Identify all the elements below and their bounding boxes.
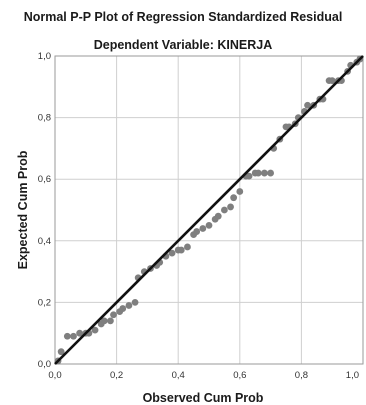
y-tick-label: 0,6: [38, 174, 51, 185]
x-tick-label: 0,6: [233, 370, 246, 381]
data-point: [119, 305, 127, 312]
x-tick-label: 1,0: [346, 370, 359, 381]
x-tick-label: 0,2: [110, 370, 123, 381]
data-point: [254, 169, 262, 177]
tick-labels: 0,0 0,2 0,4 0,6 0,8 1,0 0,0 0,2 0,4 0,6 0,8 1,0: [38, 51, 359, 381]
data-point: [131, 299, 139, 306]
y-tick-label: 0,0: [38, 359, 51, 370]
x-tick-label: 0,8: [295, 370, 308, 381]
data-point: [107, 317, 114, 325]
data-point: [125, 302, 133, 309]
reference-line: [54, 55, 364, 365]
data-point: [205, 222, 213, 229]
chart-subtitle: Dependent Variable: KINERJA: [93, 38, 273, 52]
data-point: [221, 206, 228, 214]
y-tick-label: 0,8: [38, 113, 51, 124]
y-tick-label: 0,2: [38, 297, 51, 308]
plot-frame: [54, 55, 364, 365]
data-point: [184, 243, 191, 251]
data-point: [57, 348, 65, 356]
data-point: [236, 188, 244, 195]
data-point: [304, 101, 311, 109]
data-point: [91, 326, 99, 334]
data-point: [261, 169, 268, 177]
data-point: [193, 228, 201, 235]
data-point: [168, 249, 176, 257]
data-point: [70, 332, 77, 340]
data-point: [267, 169, 274, 177]
data-point: [230, 194, 238, 202]
data-point: [100, 317, 108, 325]
x-tick-label: 0,4: [172, 370, 185, 381]
data-point: [227, 203, 234, 211]
data-point: [110, 311, 117, 319]
y-tick-label: 0,4: [38, 236, 51, 247]
y-tick-label: 1,0: [38, 51, 51, 62]
data-point: [177, 246, 185, 254]
y-axis-label: Expected Cum Prob: [16, 150, 30, 270]
chart-title: Normal P-P Plot of Regression Standardiz…: [23, 10, 343, 24]
data-point: [63, 332, 71, 340]
data-point: [214, 212, 222, 220]
data-point: [76, 329, 84, 337]
data-point: [199, 225, 207, 232]
x-axis-label: Observed Cum Prob: [142, 391, 264, 405]
data-point: [245, 172, 253, 180]
x-tick-label: 0,0: [48, 370, 61, 381]
data-point: [328, 77, 336, 85]
